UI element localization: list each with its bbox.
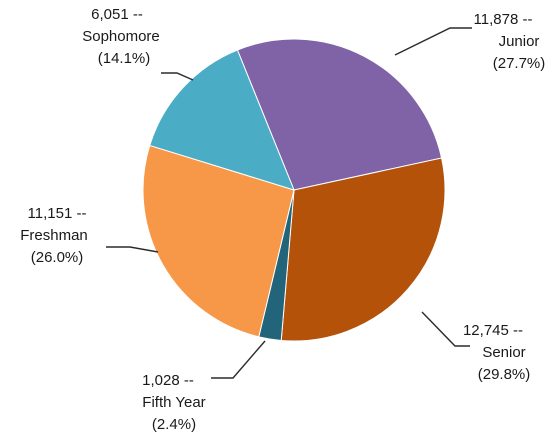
pie-slice-freshman bbox=[142, 144, 295, 338]
pie-slice-sophomore bbox=[149, 49, 295, 191]
value-label-sophomore: 6,051 -- bbox=[91, 6, 143, 23]
leader-line-senior bbox=[421, 311, 470, 347]
pie-slice-junior bbox=[236, 38, 443, 191]
value-label-junior: 11,878 -- bbox=[474, 11, 533, 28]
pie-slice-senior bbox=[280, 157, 446, 342]
value-label-fifth-year: 1,028 -- bbox=[142, 372, 194, 389]
leader-lines bbox=[106, 27, 472, 379]
data-labels: 11,878 -- Junior (27.7%) 12,745 -- Senior (29… bbox=[20, 6, 545, 433]
percent-label-fifth-year: (2.4%) bbox=[152, 416, 196, 433]
category-label-junior: Junior bbox=[499, 33, 540, 50]
category-label-fifth-year: Fifth Year bbox=[142, 394, 205, 411]
percent-label-freshman: (26.0%) bbox=[31, 249, 84, 266]
category-label-freshman: Freshman bbox=[20, 227, 88, 244]
value-label-freshman: 11,151 -- bbox=[28, 205, 87, 222]
category-label-sophomore: Sophomore bbox=[82, 28, 160, 45]
category-label-senior: Senior bbox=[482, 344, 525, 361]
leader-line-sophomore bbox=[161, 72, 194, 81]
percent-label-junior: (27.7%) bbox=[493, 55, 546, 72]
leader-line-freshman bbox=[106, 246, 159, 253]
leader-line-junior bbox=[394, 27, 472, 56]
pie-slices bbox=[142, 38, 446, 342]
percent-label-senior: (29.8%) bbox=[478, 366, 531, 383]
value-label-senior: 12,745 -- bbox=[463, 322, 523, 339]
percent-label-sophomore: (14.1%) bbox=[98, 50, 151, 67]
leader-line-fifth-year bbox=[211, 340, 266, 379]
